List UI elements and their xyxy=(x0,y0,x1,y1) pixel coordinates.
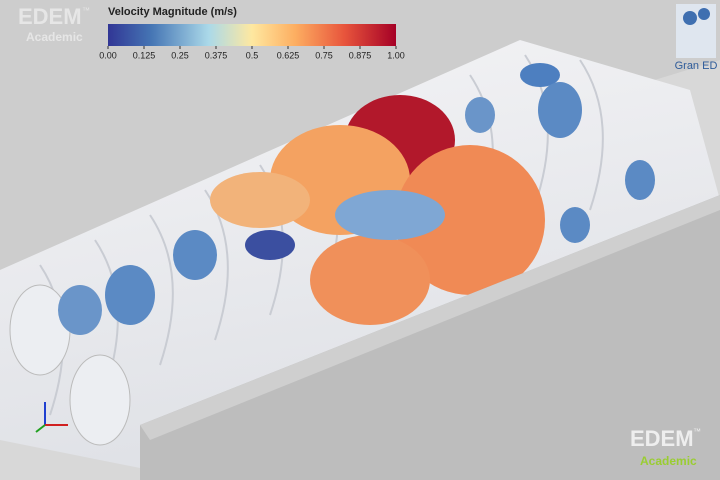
colorbar-tick-label: 0.625 xyxy=(277,50,300,60)
logo-icon xyxy=(683,11,697,25)
colorbar-tick-label: 0.375 xyxy=(205,50,228,60)
colorbar-tick-label: 0.25 xyxy=(171,50,189,60)
logo-name: Gran ED xyxy=(675,60,718,72)
logo-edition: Academic xyxy=(640,454,697,468)
logo-edition: Academic xyxy=(26,30,83,44)
logo-mark: ™ xyxy=(693,427,701,436)
logo-brand: EDEM xyxy=(18,4,82,29)
logo-brand: EDEM xyxy=(630,426,694,451)
colorbar-tick-label: 0.75 xyxy=(315,50,333,60)
shaft-end xyxy=(69,354,131,446)
logo: EDEM ™ Academic xyxy=(18,4,90,44)
logo-icon xyxy=(698,8,710,20)
colorbar: Velocity Magnitude (m/s) 0.00 0.125 0.25 0.… xyxy=(99,6,405,60)
particles xyxy=(58,63,655,335)
slab-edge xyxy=(140,195,720,440)
logo-mark: ™ xyxy=(82,6,90,15)
colorbar-tick-label: 0.875 xyxy=(349,50,372,60)
colorbar-ramp xyxy=(108,24,396,46)
logo: EDEM ™ Academic xyxy=(630,426,701,468)
colorbar-tick-label: 1.00 xyxy=(387,50,405,60)
colorbar-tick-label: 0.00 xyxy=(99,50,117,60)
colorbar-tick-label: 0.5 xyxy=(246,50,259,60)
logo-badge xyxy=(676,4,716,58)
axis-triad xyxy=(35,402,68,433)
logo: Gran ED xyxy=(675,4,718,72)
colorbar-tick-label: 0.125 xyxy=(133,50,156,60)
colorbar-title: Velocity Magnitude (m/s) xyxy=(108,6,237,18)
